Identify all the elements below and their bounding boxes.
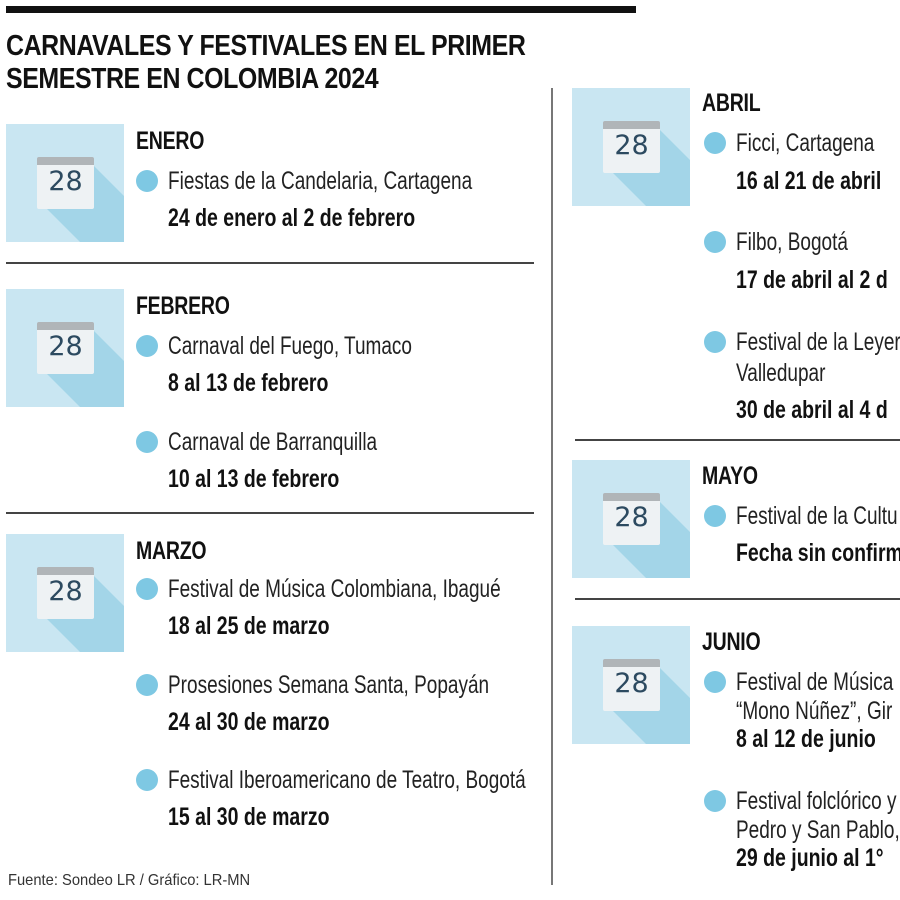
bullet-dot-icon [704, 132, 726, 154]
event-name: Filbo, Bogotá [736, 228, 848, 256]
event-name-line2: Pedro y San Pablo, [736, 816, 900, 844]
event-date: 15 al 30 de marzo [168, 803, 330, 831]
bullet-dot-icon [136, 431, 158, 453]
event-name: Carnaval de Barranquilla [168, 428, 378, 456]
event-date: 8 al 13 de febrero [168, 369, 329, 397]
calendar-icon: 28 [572, 88, 690, 206]
bullet-dot-icon [136, 170, 158, 192]
calendar-icon: 28 [6, 534, 124, 652]
event-name-line2: Valledupar [736, 359, 826, 387]
section-divider [575, 439, 900, 441]
event-name: Prosesiones Semana Santa, Popayán [168, 671, 490, 699]
event-date: 8 al 12 de junio [736, 725, 876, 753]
event-name: Ficci, Cartagena [736, 129, 875, 157]
month-label: MARZO [136, 537, 207, 565]
event-name: Festival de Música [736, 668, 894, 696]
section-divider [6, 262, 534, 264]
page-title: CARNAVALES Y FESTIVALES EN EL PRIMER SEM… [6, 30, 526, 96]
event-name: Carnaval del Fuego, Tumaco [168, 332, 412, 360]
bullet-dot-icon [136, 578, 158, 600]
event-date: 24 de enero al 2 de febrero [168, 204, 416, 232]
column-divider [551, 88, 553, 885]
bullet-dot-icon [704, 231, 726, 253]
calendar-icon: 28 [6, 124, 124, 242]
top-rule [6, 6, 636, 13]
bullet-dot-icon [704, 671, 726, 693]
bullet-dot-icon [136, 769, 158, 791]
month-label: ENERO [136, 127, 205, 155]
event-name: Fiestas de la Candelaria, Cartagena [168, 167, 473, 195]
section-divider [6, 512, 534, 514]
month-label: FEBRERO [136, 292, 230, 320]
event-date: 30 de abril al 4 d [736, 396, 888, 424]
event-date: 24 al 30 de marzo [168, 708, 330, 736]
calendar-icon: 28 [572, 626, 690, 744]
calendar-icon: 28 [572, 460, 690, 578]
bullet-dot-icon [704, 790, 726, 812]
bullet-dot-icon [136, 335, 158, 357]
event-date: Fecha sin confirm [736, 539, 900, 567]
month-label: ABRIL [702, 89, 761, 117]
event-date: 10 al 13 de febrero [168, 465, 340, 493]
title-line-1: CARNAVALES Y FESTIVALES EN EL PRIMER [6, 30, 526, 62]
event-date: 17 de abril al 2 d [736, 266, 888, 294]
event-name: Festival Iberoamericano de Teatro, Bogot… [168, 766, 526, 794]
event-name: Festival de la Cultu [736, 502, 898, 530]
source-credit: Fuente: Sondeo LR / Gráfico: LR-MN [8, 872, 251, 889]
event-name-line2: “Mono Núñez”, Gir [736, 697, 893, 725]
calendar-icon: 28 [6, 289, 124, 407]
event-name: Festival de Música Colombiana, Ibagué [168, 575, 501, 603]
month-label: JUNIO [702, 628, 761, 656]
bullet-dot-icon [704, 505, 726, 527]
bullet-dot-icon [136, 674, 158, 696]
event-name: Festival de la Leyer [736, 328, 900, 356]
event-date: 18 al 25 de marzo [168, 612, 330, 640]
title-line-2: SEMESTRE EN COLOMBIA 2024 [6, 63, 379, 95]
month-label: MAYO [702, 462, 758, 490]
event-date: 16 al 21 de abril [736, 167, 882, 195]
bullet-dot-icon [704, 331, 726, 353]
event-name: Festival folclórico y [736, 787, 897, 815]
section-divider [575, 598, 900, 600]
event-date: 29 de junio al 1° [736, 844, 884, 872]
